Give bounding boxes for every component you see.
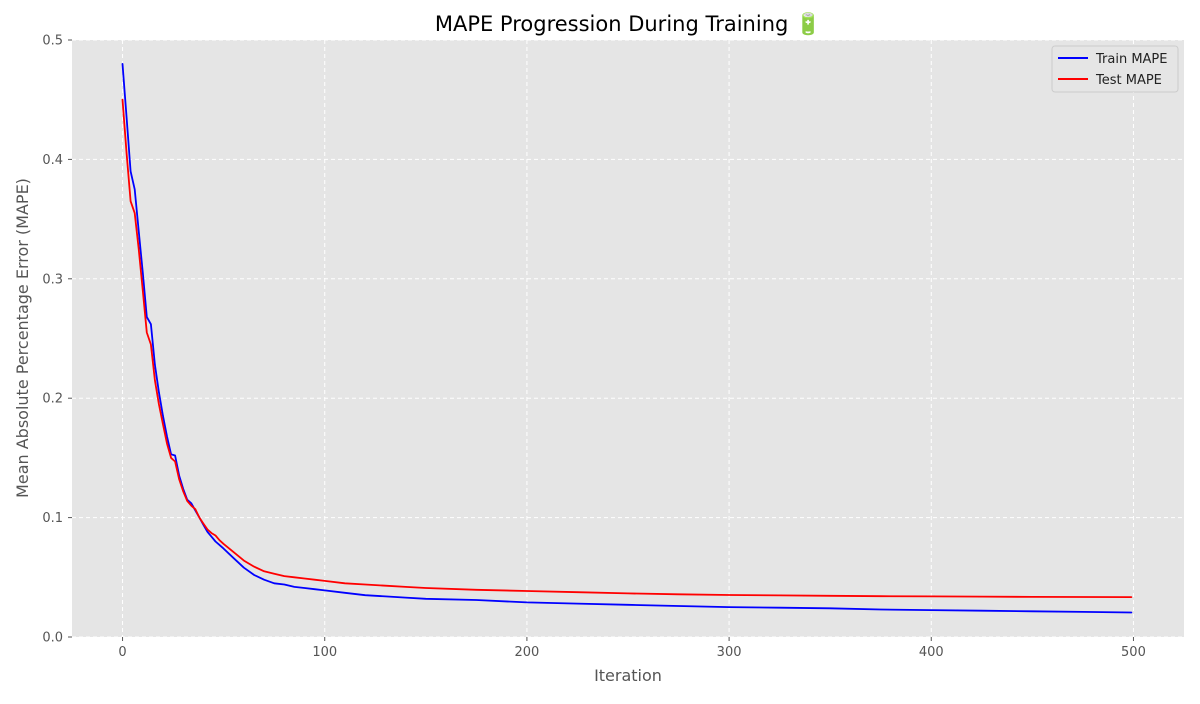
y-tick-label: 0.5 [42,34,63,49]
x-tick-label: 0 [118,645,126,660]
y-tick-label: 0.3 [42,272,63,287]
legend-label-train: Train MAPE [1095,52,1168,67]
y-tick-label: 0.2 [42,392,63,407]
y-tick-label: 0.0 [42,631,63,646]
series-layer [121,63,1133,614]
x-tick-label: 100 [312,645,337,660]
legend: Train MAPE Test MAPE [1051,45,1179,93]
x-axis-label: Iteration [594,666,662,685]
y-axis-label: Mean Absolute Percentage Error (MAPE) [13,178,32,498]
grid [72,39,1184,638]
chart-title: MAPE Progression During Training 🔋 [435,11,821,36]
plot-area [72,40,1184,637]
series-line-train [121,63,1133,614]
x-tick-label: 200 [514,645,539,660]
y-tick-label: 0.1 [42,511,63,526]
x-tick-label: 300 [717,645,742,660]
x-tick-label: 500 [1121,645,1146,660]
x-tick-label: 400 [919,645,944,660]
series-line-test [121,98,1133,598]
legend-label-test: Test MAPE [1095,73,1162,88]
y-tick-label: 0.4 [42,153,63,168]
tick-labels: 0 100 200 300 400 500 0.0 0.1 0.2 0.3 0.4 0.5 [42,34,1146,661]
